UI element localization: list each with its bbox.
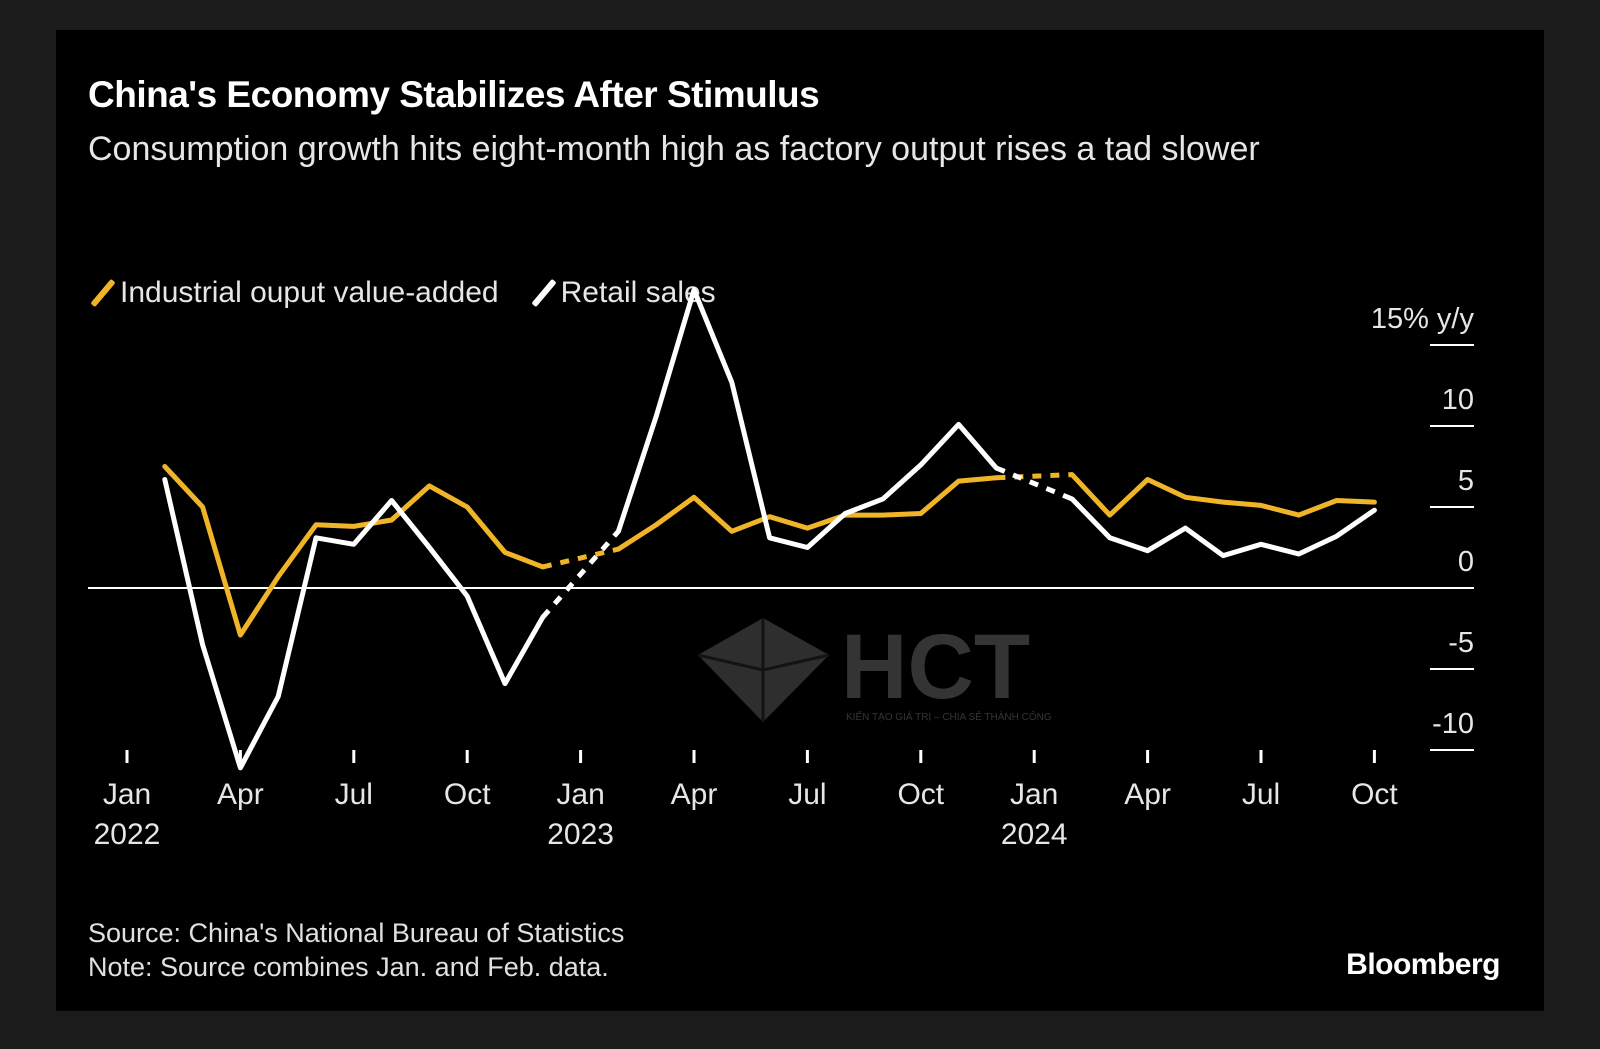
x-tick-label: Jul [1242,778,1280,811]
y-tick-label: 10 [1442,384,1474,416]
source-text: Source: China's National Bureau of Stati… [88,918,625,948]
note-text: Note: Source combines Jan. and Feb. data… [88,952,609,982]
x-year-label: 2023 [547,818,614,851]
series-line-industrial [615,475,999,552]
y-tick-label: 0 [1458,546,1474,578]
legend-label-industrial: Industrial ouput value-added [120,276,499,309]
watermark-tagline: KIẾN TẠO GIÁ TRỊ – CHIA SẺ THÀNH CÔNG [846,710,1052,723]
bloomberg-logo: Bloomberg [1346,948,1500,981]
y-tick-label: 15% y/y [1371,303,1475,335]
series-line-retail [1069,496,1377,559]
x-tick-label: Apr [217,778,264,811]
series-line-retail-dashed [995,465,1073,502]
x-tick-label: Jan [103,778,151,811]
watermark-text: HCT [841,616,1030,718]
x-year-label: 2024 [1001,818,1068,851]
series-line-retail [162,477,546,771]
series-line-industrial [1069,472,1377,518]
y-tick-label: -10 [1432,708,1474,740]
y-tick-label: 5 [1458,465,1474,497]
x-year-label: 2022 [94,818,161,851]
x-tick-label: Jul [788,778,826,811]
chart-title: China's Economy Stabilizes After Stimulu… [88,74,820,115]
x-tick-label: Jan [556,778,604,811]
line-chart: HCT KIẾN TẠO GIÁ TRỊ – CHIA SẺ THÀNH CÔN… [88,287,1475,851]
series-line-industrial-dashed [996,472,1073,481]
x-tick-label: Oct [897,778,944,811]
legend-item-industrial: Industrial ouput value-added [88,276,499,310]
x-tick-label: Oct [1351,778,1398,811]
series-line-industrial-dashed [542,546,619,570]
chart-card: China's Economy Stabilizes After Stimulu… [56,30,1544,1011]
chart-subtitle: Consumption growth hits eight-month high… [88,130,1260,168]
series-line-retail-dashed [540,529,621,619]
x-tick-label: Apr [1124,778,1171,811]
watermark-diamond-icon [698,618,829,722]
x-tick-label: Jul [335,778,373,811]
x-tick-label: Jan [1010,778,1058,811]
y-tick-label: -5 [1448,627,1474,659]
watermark-logo: HCT KIẾN TẠO GIÁ TRỊ – CHIA SẺ THÀNH CÔN… [697,616,1052,723]
series-line-industrial [162,464,546,638]
x-tick-label: Apr [671,778,718,811]
series-line-retail [615,287,999,550]
x-tick-label: Oct [444,778,491,811]
footer-notes: Source: China's National Bureau of Stati… [88,916,624,984]
